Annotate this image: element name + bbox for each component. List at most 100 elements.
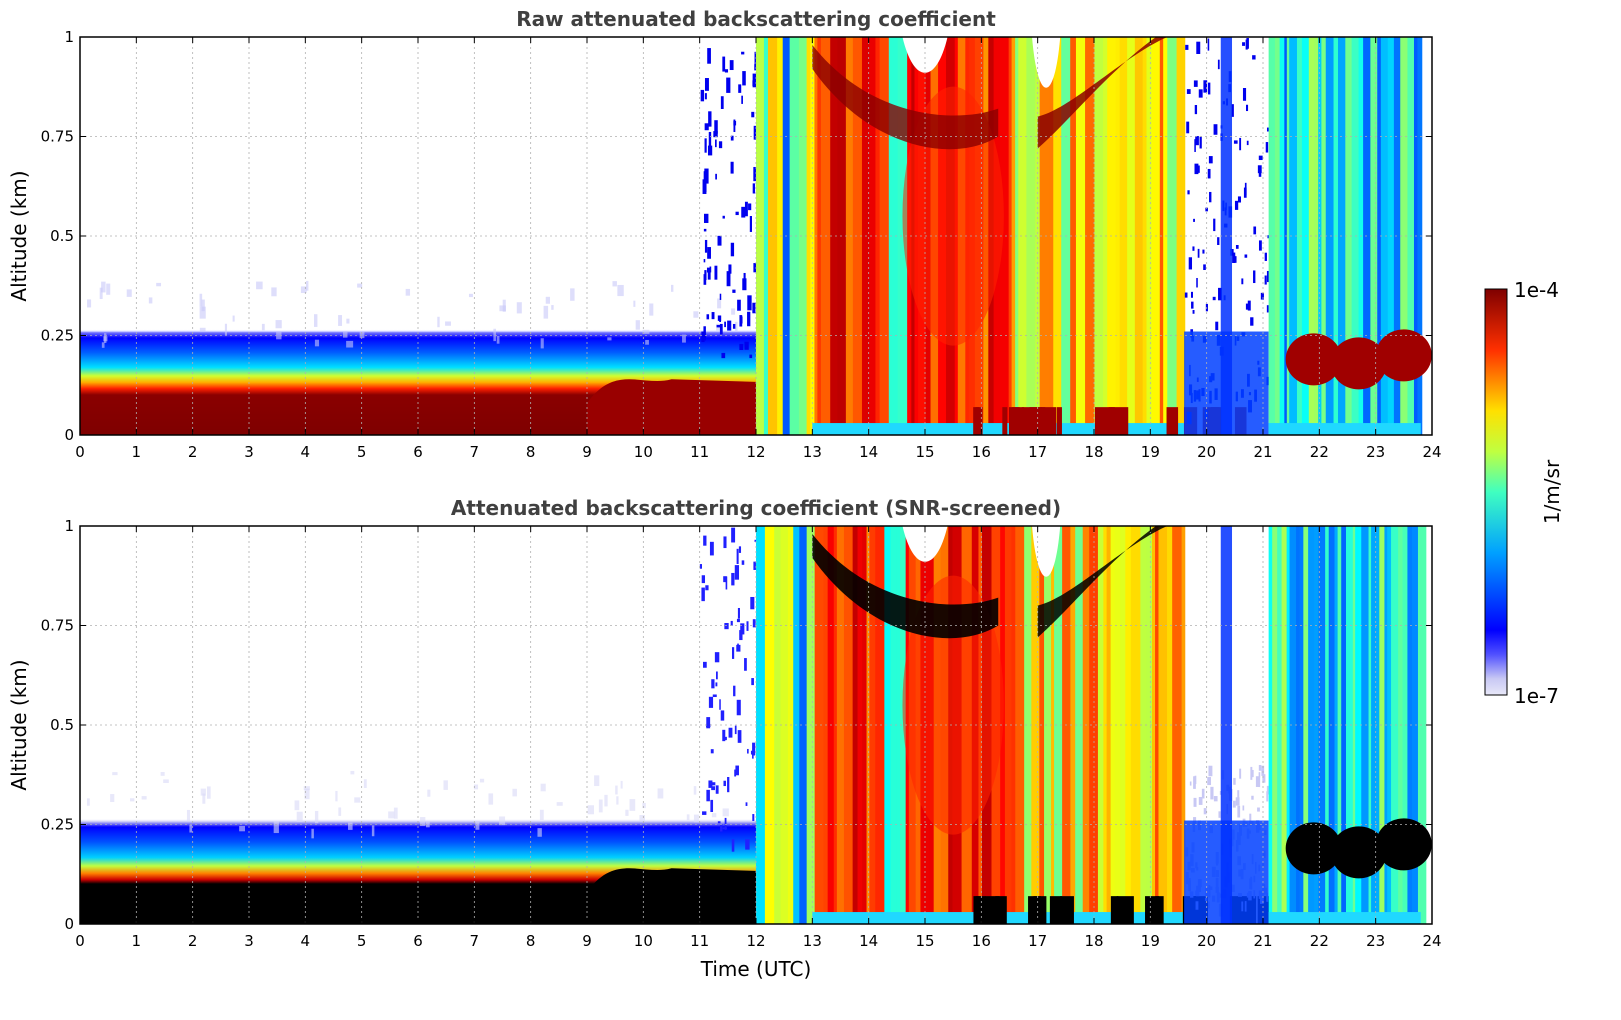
cloud-edge-speckle	[704, 93, 707, 100]
cloud-edge-speckle	[708, 696, 714, 708]
cloud-edge-speckle	[703, 259, 706, 263]
aerosol-wisp	[101, 281, 106, 293]
x-tick-label: 17	[1028, 443, 1047, 461]
cloud-column	[1146, 37, 1153, 435]
cloud-edge-speckle	[719, 323, 723, 335]
aerosol-wisp	[101, 342, 105, 348]
cloud-edge-speckle	[746, 621, 749, 631]
aerosol-wisp	[545, 296, 550, 304]
gap-speckle	[1217, 59, 1220, 70]
late-surface-band	[1268, 423, 1421, 435]
cloud-edge-speckle	[704, 138, 707, 153]
late-aerosol-blob	[1330, 826, 1387, 879]
cloud-edge-speckle	[722, 56, 726, 72]
cloud-edge-speckle	[720, 824, 723, 832]
aerosol-wisp	[734, 321, 738, 331]
surface-blob	[984, 896, 1000, 924]
gap-speckle	[1232, 800, 1236, 808]
late-column	[1289, 37, 1298, 435]
aerosol-wisp	[540, 783, 546, 792]
aerosol-wisp	[473, 784, 479, 790]
aerosol-wisp	[199, 327, 206, 332]
aerosol-wisp	[629, 799, 636, 811]
aerosol-wisp	[516, 302, 522, 314]
cloud-edge-speckle	[741, 206, 746, 218]
cloud-edge-speckle	[723, 576, 727, 583]
cloud-column	[1004, 526, 1013, 924]
gap-speckle	[1207, 777, 1212, 786]
cloud-column	[1125, 526, 1132, 924]
x-tick-label: 13	[803, 932, 822, 950]
cloud-edge-speckle	[708, 131, 712, 148]
cloud-edge-speckle	[711, 679, 715, 689]
cloud-edge-speckle	[743, 272, 746, 282]
cloud-edge-speckle	[719, 699, 721, 710]
cloud-edge-speckle	[731, 527, 736, 543]
late-surface-band	[1268, 912, 1421, 924]
y-tick-label: 0.5	[50, 716, 74, 734]
gap-speckle	[1186, 89, 1191, 94]
cloud-column	[843, 526, 854, 924]
aerosol-wisp	[294, 800, 300, 811]
gap-speckle	[1258, 777, 1261, 788]
y-tick-label: 0	[64, 426, 74, 444]
surface-blob	[1011, 407, 1020, 435]
gap-speckle	[1262, 774, 1266, 783]
cloud-edge-speckle	[702, 811, 707, 815]
cloud-edge-speckle	[753, 561, 756, 570]
aerosol-wisp	[156, 282, 162, 287]
aerosol-wisp	[273, 821, 279, 834]
gap-speckle	[1235, 245, 1239, 249]
cloud-top-dip	[902, 526, 948, 562]
cloud-edge-speckle	[708, 780, 713, 788]
cloud-edge-speckle	[704, 123, 709, 131]
cloud-edge-speckle	[717, 315, 722, 321]
gap-speckle	[1192, 246, 1195, 251]
cloud-edge-speckle	[704, 270, 707, 281]
gap-speckle	[1266, 127, 1270, 132]
gap-speckle	[1212, 296, 1216, 301]
cloud-column	[1094, 37, 1104, 435]
cloud-edge-speckle	[741, 51, 745, 55]
late-column	[1321, 37, 1327, 435]
aerosol-wisp	[496, 335, 500, 344]
cloud-column	[1151, 526, 1156, 924]
x-tick-label: 16	[972, 932, 991, 950]
cloud-edge-speckle	[722, 215, 725, 219]
surface-blob	[1056, 407, 1062, 435]
aerosol-wisp	[300, 286, 307, 294]
x-tick-label: 20	[1197, 443, 1216, 461]
cloud-column	[884, 526, 892, 924]
cloud-column	[817, 37, 822, 435]
cloud-edge-speckle	[744, 341, 749, 350]
cloud-edge-speckle	[710, 799, 714, 813]
cloud-edge-speckle	[737, 730, 742, 743]
cloud-edge-speckle	[747, 311, 751, 327]
aerosol-wisp	[598, 799, 603, 813]
x-tick-label: 6	[413, 932, 423, 950]
gap-speckle	[1265, 142, 1269, 153]
aerosol-wisp	[206, 786, 211, 799]
aerosol-wisp	[393, 807, 398, 819]
cloud-edge-speckle	[703, 535, 707, 546]
cloud-column	[764, 526, 775, 924]
cloud-edge-speckle	[736, 618, 740, 623]
surface-blob	[1155, 896, 1164, 924]
aerosol-wisp	[420, 817, 426, 826]
cloud-edge-speckle	[714, 652, 720, 663]
cloud-edge-speckle	[724, 69, 729, 73]
top-y-ticks: 0 0.25 0.5 0.75 1	[41, 28, 1432, 444]
aerosol-wisp	[141, 796, 147, 800]
gap-speckle	[1232, 252, 1236, 263]
late-column	[1417, 526, 1422, 924]
x-tick-label: 14	[859, 443, 878, 461]
cloud-edge-speckle	[702, 179, 707, 194]
cloud-edge-speckle	[707, 48, 711, 64]
gap-speckle	[1257, 165, 1262, 174]
aerosol-wisp	[199, 293, 203, 307]
gap-speckle	[1193, 776, 1196, 789]
gap-speckle	[1203, 80, 1208, 93]
gap-speckle	[1184, 292, 1188, 298]
aerosol-wisp	[475, 821, 480, 830]
gap-speckle	[1258, 772, 1261, 778]
